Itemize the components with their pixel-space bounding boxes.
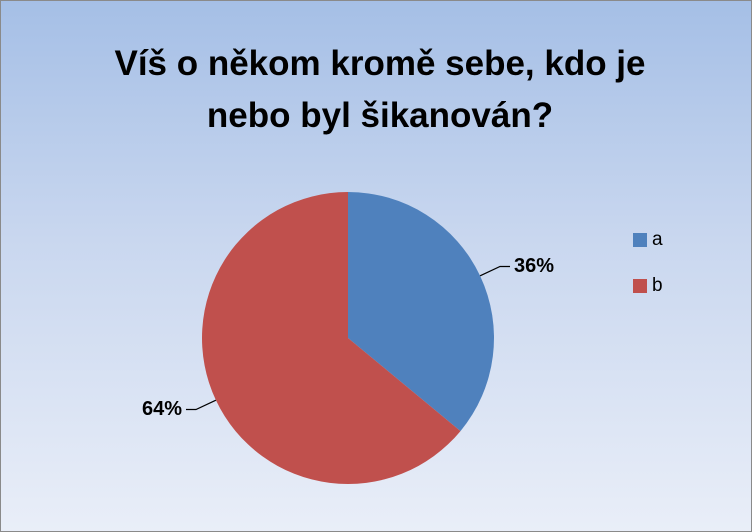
leader-line <box>479 265 511 277</box>
legend-swatch <box>633 279 647 293</box>
legend-label: a <box>652 229 663 250</box>
data-label: 36% <box>514 255 554 277</box>
pie-slice <box>348 192 494 432</box>
legend-swatch <box>633 233 647 247</box>
legend-label: b <box>652 275 663 296</box>
chart-title: Víš o někom kromě sebe, kdo je nebo byl … <box>114 44 646 135</box>
pie-slice <box>201 192 461 484</box>
leader-line <box>185 399 217 411</box>
data-label: 64% <box>142 398 182 420</box>
